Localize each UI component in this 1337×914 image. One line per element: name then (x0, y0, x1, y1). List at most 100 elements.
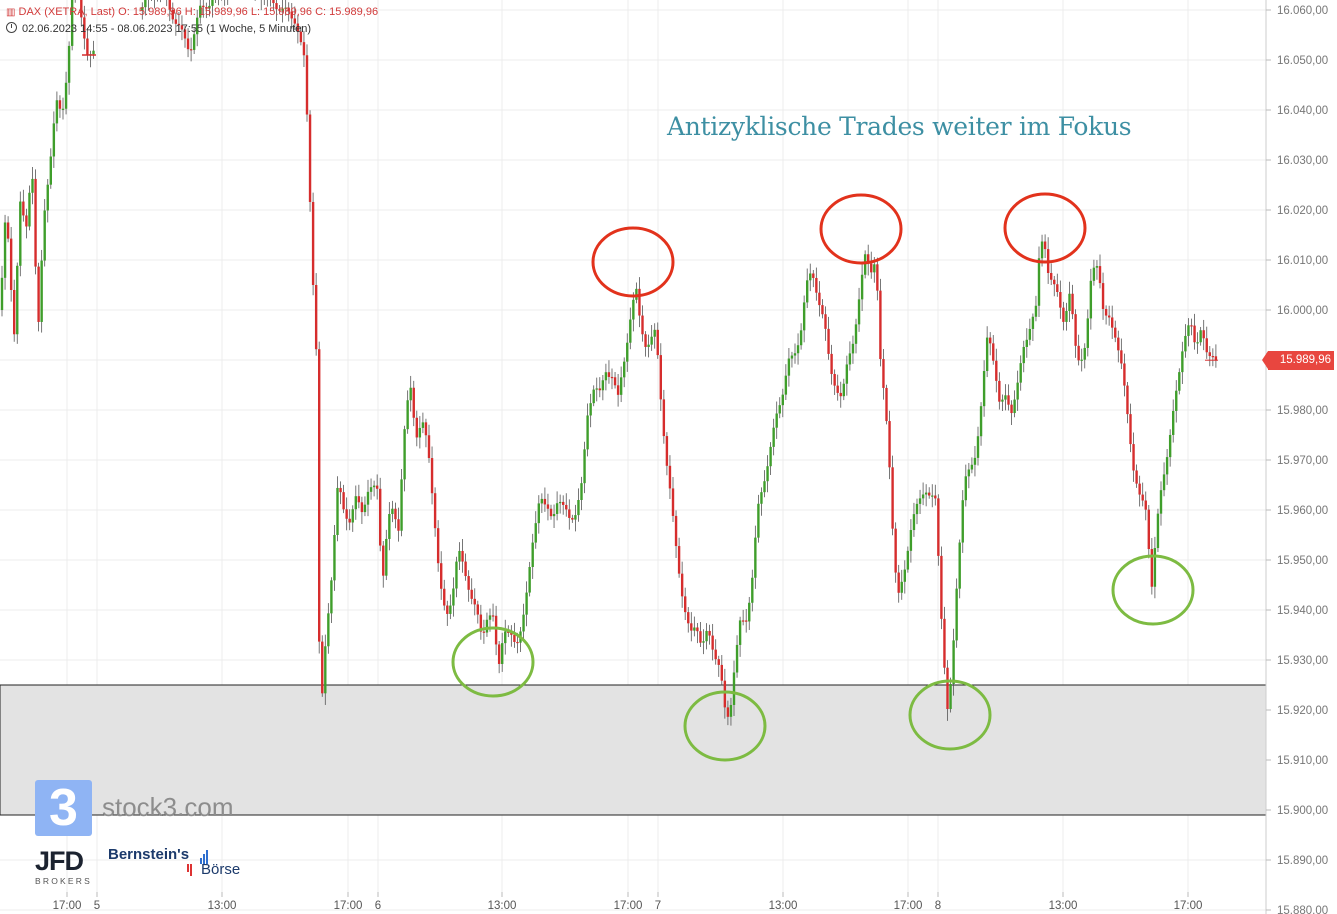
candle-body (915, 503, 919, 515)
candle-body (796, 345, 800, 354)
symbol-header: ▥ DAX (XETRA, Last) O: 15.989,96 H: 15.9… (6, 6, 378, 18)
y-tick-label: 15.930,00 (1277, 655, 1328, 667)
candle-body (385, 538, 388, 576)
candle-body (1111, 317, 1114, 328)
stock3-logo: 3 (35, 780, 92, 836)
candle-body (1107, 315, 1111, 318)
candle-body (1159, 490, 1163, 514)
y-tick-label: 15.970,00 (1277, 455, 1328, 467)
x-tick-label: 17:00 (614, 900, 643, 912)
candle-body (464, 561, 467, 577)
candle-body (37, 266, 40, 322)
candle-body (275, 3, 278, 10)
support-circle (683, 690, 767, 762)
candle-body (1098, 266, 1102, 284)
candle-body (491, 615, 495, 617)
candle-body (702, 641, 705, 643)
candle-body (543, 498, 547, 505)
candle-body (522, 614, 525, 632)
candle-body (604, 372, 608, 381)
candle-body (638, 288, 641, 316)
support-circle (1111, 554, 1195, 626)
candle-body (504, 631, 507, 644)
candle-body (711, 635, 714, 650)
candle-body (354, 496, 357, 510)
candle-body (562, 501, 565, 505)
candle-body (665, 436, 669, 466)
candle-body (815, 277, 818, 293)
candle-body (1074, 314, 1077, 346)
candle-body (989, 337, 992, 344)
candle-body (479, 614, 483, 632)
x-tick-label: 13:00 (488, 900, 517, 912)
candle-body (574, 515, 577, 520)
candle-body (180, 25, 184, 30)
candle-body (366, 491, 370, 505)
candle-body (394, 508, 397, 520)
candle-body (473, 598, 476, 605)
candle-body (363, 504, 367, 513)
candle-body (1059, 292, 1062, 308)
candle-body (1016, 382, 1019, 400)
candle-body (1172, 410, 1175, 435)
candle-body (934, 495, 937, 499)
candle-body (1007, 395, 1010, 405)
candle-body (327, 613, 330, 647)
candle-body (144, 0, 147, 8)
candle-body (22, 201, 25, 216)
candle-body (9, 238, 13, 290)
candle-body (1193, 325, 1196, 343)
candle-body (745, 620, 748, 622)
candle-body (616, 385, 620, 395)
candle-body (647, 344, 650, 347)
candle-body (177, 23, 181, 26)
candle-body (534, 523, 537, 543)
candle-body (632, 299, 635, 320)
candle-body (964, 476, 967, 501)
candle-body (601, 380, 605, 391)
candle-body (1077, 345, 1080, 361)
candle-body (1083, 347, 1086, 360)
candle-body (516, 641, 519, 644)
x-tick-label: 13:00 (1049, 900, 1078, 912)
candle-body (949, 684, 952, 710)
candle-body (467, 576, 470, 590)
candle-body (433, 493, 437, 529)
candle-body (693, 627, 696, 631)
y-tick-label: 15.890,00 (1277, 855, 1328, 867)
candle-body (351, 509, 354, 523)
jfd-subtitle: BROKERS (35, 876, 92, 886)
candle-body (882, 359, 885, 388)
candle-body (1150, 549, 1154, 587)
candle-body (168, 0, 171, 10)
candle-body (1162, 474, 1166, 491)
jfd-logo: JFD (35, 846, 84, 876)
candle-body (854, 324, 858, 344)
candle-body (708, 630, 711, 636)
candle-body (705, 630, 708, 642)
candle-body (900, 581, 903, 593)
x-tick-label: 13:00 (769, 900, 798, 912)
candle-body (635, 288, 638, 300)
candle-body (720, 664, 723, 681)
candle-body (446, 605, 449, 614)
candle-body (501, 643, 504, 664)
candle-body (40, 260, 43, 322)
candle-body (1013, 399, 1016, 414)
candle-body (732, 672, 736, 705)
candle-body (970, 464, 974, 470)
x-tick-label: 13:00 (208, 900, 237, 912)
candle-body (299, 31, 303, 43)
candle-body (879, 290, 882, 360)
candle-body (171, 9, 174, 20)
candle-body (626, 342, 629, 362)
candle-body (272, 0, 275, 4)
candle-body (1190, 325, 1193, 327)
candle-body (1117, 337, 1120, 351)
y-tick-label: 16.020,00 (1277, 205, 1328, 217)
candle-body (1184, 335, 1187, 352)
candle-body (827, 328, 830, 354)
candle-body (1034, 305, 1038, 317)
candle-body (821, 305, 824, 315)
